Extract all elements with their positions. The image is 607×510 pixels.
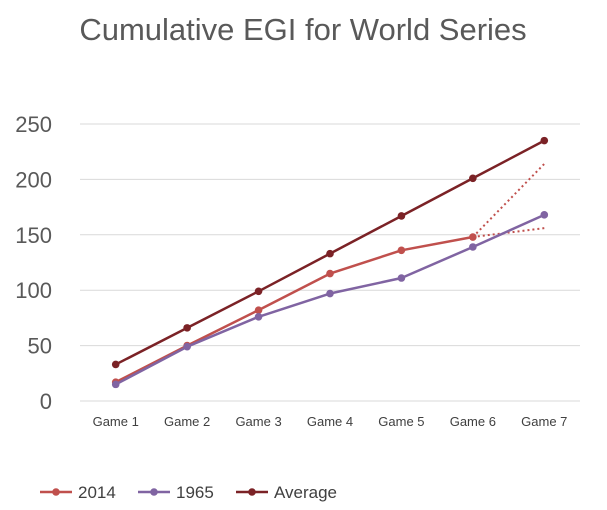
data-point-Average xyxy=(183,324,191,332)
y-tick-label: 100 xyxy=(15,278,52,303)
legend: 2014 1965 Average xyxy=(40,483,337,502)
data-point-1965 xyxy=(326,289,334,298)
x-tick-label: Game 2 xyxy=(164,414,210,429)
legend-marker-2014 xyxy=(52,488,60,496)
x-axis-tick-labels: Game 1 Game 2 Game 3 Game 4 Game 5 Game 6 Game… xyxy=(93,414,568,429)
data-point-1965 xyxy=(540,211,549,219)
data-point-Average xyxy=(111,360,120,369)
data-point-2014 xyxy=(469,233,477,241)
data-point-1965 xyxy=(397,274,406,282)
data-point-1965 xyxy=(183,342,191,351)
x-tick-label: Game 5 xyxy=(378,414,424,429)
y-tick-label: 0 xyxy=(40,389,52,414)
data-point-Average xyxy=(397,212,406,220)
legend-marker-1965 xyxy=(150,488,158,496)
legend-marker-Average xyxy=(248,488,256,496)
data-point-1965 xyxy=(111,380,120,389)
series-line-1965 xyxy=(115,213,545,386)
projection-line-2014 xyxy=(472,163,546,238)
series-lines xyxy=(111,136,549,389)
legend-label-Average: Average xyxy=(274,483,337,502)
data-point-Average xyxy=(540,136,549,145)
y-tick-label: 250 xyxy=(15,112,52,137)
series-line-2014 xyxy=(115,235,474,384)
y-tick-label: 150 xyxy=(15,223,52,248)
data-point-1965 xyxy=(254,312,263,321)
x-tick-label: Game 6 xyxy=(450,414,496,429)
legend-label-2014: 2014 xyxy=(78,483,116,502)
gridlines xyxy=(80,123,580,402)
projection-line-2014 xyxy=(472,227,545,239)
data-point-2014 xyxy=(397,246,406,255)
x-tick-label: Game 7 xyxy=(521,414,567,429)
x-tick-label: Game 4 xyxy=(307,414,353,429)
data-point-Average xyxy=(469,174,477,183)
data-point-2014 xyxy=(326,269,334,278)
y-tick-label: 50 xyxy=(28,334,52,359)
data-point-1965 xyxy=(469,243,477,251)
legend-label-1965: 1965 xyxy=(176,483,214,502)
chart-title: Cumulative EGI for World Series xyxy=(79,12,526,47)
data-point-Average xyxy=(326,249,334,258)
x-tick-label: Game 3 xyxy=(235,414,281,429)
y-axis-tick-labels: 0 50 100 150 200 250 xyxy=(15,112,52,414)
data-point-Average xyxy=(254,287,263,296)
y-tick-label: 200 xyxy=(15,167,52,192)
data-point-2014 xyxy=(254,306,263,314)
x-tick-label: Game 1 xyxy=(93,414,139,429)
